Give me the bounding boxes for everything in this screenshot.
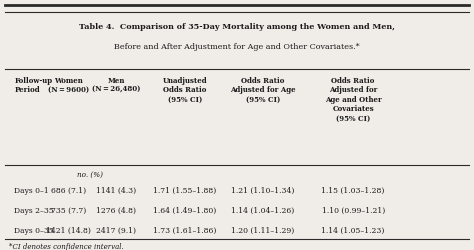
Text: 1.21 (1.10–1.34): 1.21 (1.10–1.34) [231, 186, 295, 194]
Text: Odds Ratio
Adjusted for
Age and Other
Covariates
(95% CI): Odds Ratio Adjusted for Age and Other Co… [325, 76, 382, 122]
Text: Days 2–35: Days 2–35 [14, 206, 54, 214]
Text: 686 (7.1): 686 (7.1) [51, 186, 86, 194]
Text: 1276 (4.8): 1276 (4.8) [96, 206, 136, 214]
Text: Men
(N = 26,480): Men (N = 26,480) [92, 76, 140, 94]
Text: 1.10 (0.99–1.21): 1.10 (0.99–1.21) [321, 206, 385, 214]
Text: *CI denotes confidence interval.: *CI denotes confidence interval. [9, 242, 124, 250]
Text: Unadjusted
Odds Ratio
(95% CI): Unadjusted Odds Ratio (95% CI) [163, 76, 207, 103]
Text: 2417 (9.1): 2417 (9.1) [96, 226, 136, 234]
Text: no. (%): no. (%) [77, 170, 103, 178]
Text: Table 4.  Comparison of 35-Day Mortality among the Women and Men,: Table 4. Comparison of 35-Day Mortality … [79, 22, 395, 30]
Text: Women
(N = 9600): Women (N = 9600) [48, 76, 89, 94]
Text: Before and After Adjustment for Age and Other Covariates.*: Before and After Adjustment for Age and … [114, 43, 360, 51]
Text: Odds Ratio
Adjusted for Age
(95% CI): Odds Ratio Adjusted for Age (95% CI) [230, 76, 296, 103]
Text: 1.15 (1.03–1.28): 1.15 (1.03–1.28) [321, 186, 385, 194]
Text: 1.14 (1.04–1.26): 1.14 (1.04–1.26) [231, 206, 295, 214]
Text: 1.64 (1.49–1.80): 1.64 (1.49–1.80) [153, 206, 217, 214]
Text: 1.73 (1.61–1.86): 1.73 (1.61–1.86) [153, 226, 217, 234]
Text: 1141 (4.3): 1141 (4.3) [96, 186, 136, 194]
Text: 1421 (14.8): 1421 (14.8) [46, 226, 91, 234]
Text: Days 0–1: Days 0–1 [14, 186, 49, 194]
Text: 1.14 (1.05–1.23): 1.14 (1.05–1.23) [321, 226, 385, 234]
Text: Days 0–35: Days 0–35 [14, 226, 54, 234]
Text: 1.20 (1.11–1.29): 1.20 (1.11–1.29) [231, 226, 295, 234]
Text: Follow-up
Period: Follow-up Period [14, 76, 52, 94]
Text: 735 (7.7): 735 (7.7) [51, 206, 86, 214]
Text: 1.71 (1.55–1.88): 1.71 (1.55–1.88) [153, 186, 217, 194]
